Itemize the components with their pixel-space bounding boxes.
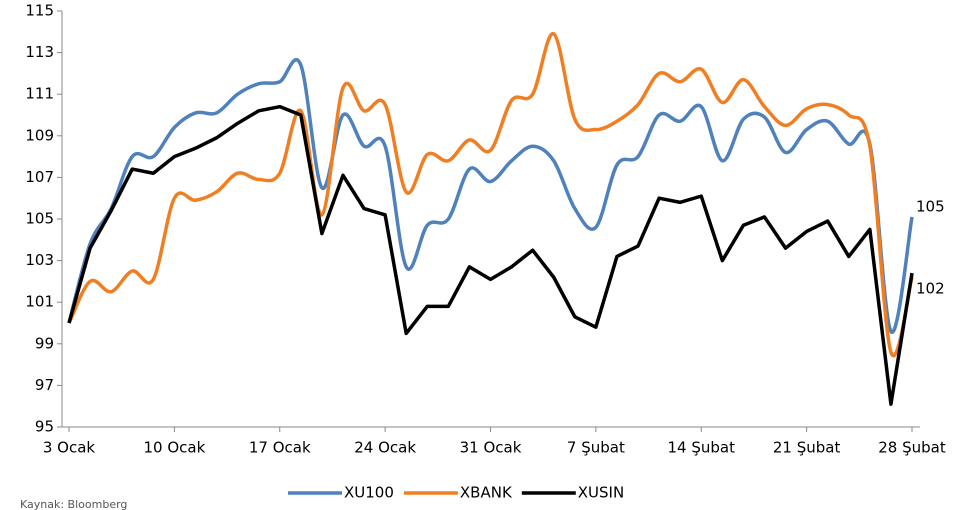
x-tick-label: 10 Ocak [143,439,205,457]
y-tick-label: 111 [25,85,54,103]
x-tick-label: 17 Ocak [249,439,311,457]
x-tick-label: 31 Ocak [460,439,522,457]
y-tick-label: 113 [25,43,54,61]
y-tick-label: 115 [25,2,54,20]
series-line [67,58,914,334]
y-tick-label: 109 [25,126,54,144]
x-tick-label: 28 Şubat [878,439,946,457]
y-tick-label: 97 [35,376,54,394]
y-tick-label: 107 [25,168,54,186]
data-label: 102 [916,280,945,298]
legend-label: XUSIN [578,484,624,502]
y-tick-label: 99 [35,334,54,352]
series-line [67,32,914,358]
data-label: 105 [916,197,945,215]
series-line [67,104,914,406]
y-tick-label: 105 [25,210,54,228]
y-tick-label: 101 [25,293,54,311]
x-tick-label: 14 Şubat [668,439,736,457]
y-tick-label: 95 [35,418,54,436]
x-tick-label: 21 Şubat [773,439,841,457]
legend-label: XU100 [344,484,394,502]
x-tick-label: 3 Ocak [43,439,96,457]
legend-label: XBANK [460,484,513,502]
source: Kaynak: Bloomberg [20,498,127,510]
y-tick-label: 103 [25,251,54,269]
x-tick-label: 7 Şubat [567,439,625,457]
x-tick-label: 24 Ocak [354,439,416,457]
